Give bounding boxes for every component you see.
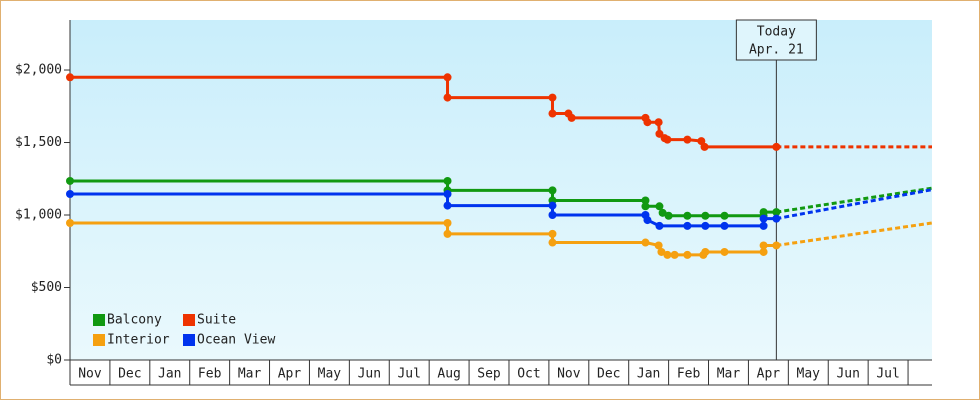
- point: [720, 211, 729, 220]
- point: [663, 250, 672, 259]
- point: [443, 176, 452, 185]
- point: [643, 216, 652, 225]
- point: [772, 142, 781, 151]
- point: [548, 229, 557, 238]
- point: [655, 202, 664, 211]
- legend-label: Balcony: [107, 313, 162, 328]
- legend-label: Suite: [197, 313, 236, 328]
- legend-swatch: [183, 334, 195, 346]
- point: [759, 247, 768, 256]
- legend-swatch: [183, 314, 195, 326]
- x-tick-label: Jan: [637, 367, 660, 382]
- point: [759, 221, 768, 230]
- x-tick-label: Nov: [557, 367, 581, 382]
- point: [683, 221, 692, 230]
- y-tick-label: $1,000: [15, 208, 62, 223]
- point: [772, 208, 781, 217]
- point: [658, 208, 667, 217]
- x-tick-label: Feb: [198, 367, 222, 382]
- x-tick-label: Jan: [158, 367, 181, 382]
- legend-swatch: [93, 334, 105, 346]
- point: [772, 241, 781, 250]
- point: [654, 118, 663, 127]
- x-tick-label: Oct: [517, 367, 540, 382]
- point: [641, 202, 650, 211]
- point: [701, 221, 710, 230]
- point: [700, 142, 709, 151]
- x-tick-label: Mar: [238, 367, 262, 382]
- point: [643, 118, 652, 127]
- legend-label: Ocean View: [197, 333, 275, 348]
- point: [443, 201, 452, 210]
- x-tick-label: Nov: [78, 367, 102, 382]
- point: [548, 93, 557, 102]
- x-tick-label: Feb: [677, 367, 701, 382]
- today-box: [735, 19, 817, 61]
- point: [683, 135, 692, 144]
- x-tick-label: Jun: [836, 367, 859, 382]
- point: [701, 247, 710, 256]
- point: [683, 250, 692, 259]
- x-tick-label: Aug: [437, 367, 460, 382]
- point: [664, 211, 673, 220]
- x-tick-label: Jul: [876, 367, 899, 382]
- y-tick-label: $2,000: [15, 63, 62, 78]
- point: [66, 189, 74, 198]
- point: [548, 109, 557, 118]
- point: [66, 73, 74, 82]
- point: [772, 214, 781, 223]
- x-tick-label: Mar: [717, 367, 741, 382]
- x-tick-label: Jul: [397, 367, 420, 382]
- forecast-line: [776, 188, 933, 221]
- x-tick-label: Jun: [358, 367, 381, 382]
- point: [443, 93, 452, 102]
- point: [641, 196, 650, 205]
- y-tick-label: $500: [31, 280, 62, 295]
- point: [657, 247, 666, 256]
- x-tick-label: Dec: [597, 367, 620, 382]
- y-tick-label: $0: [46, 353, 62, 368]
- point: [759, 208, 768, 217]
- x-tick-label: Sep: [477, 367, 501, 382]
- point: [548, 201, 557, 210]
- point: [548, 186, 557, 195]
- x-tick-label: Dec: [118, 367, 141, 382]
- point: [720, 247, 729, 256]
- point: [720, 221, 729, 230]
- point: [548, 211, 557, 220]
- point: [655, 221, 664, 230]
- point: [567, 113, 576, 122]
- point: [683, 211, 692, 220]
- forecast-line: [776, 186, 933, 214]
- point: [443, 73, 452, 82]
- today-label: Apr. 21: [749, 43, 804, 58]
- x-tick-label: Apr: [278, 367, 302, 382]
- point: [670, 250, 679, 259]
- legend-label: Interior: [107, 333, 170, 348]
- y-tick-label: $1,500: [15, 135, 62, 150]
- point: [443, 229, 452, 238]
- forecast-line: [776, 221, 933, 247]
- x-tick-label: May: [797, 367, 821, 382]
- x-tick-label: Apr: [757, 367, 781, 382]
- point: [641, 238, 650, 247]
- point: [548, 238, 557, 247]
- legend-swatch: [93, 314, 105, 326]
- point: [443, 189, 452, 198]
- point: [701, 211, 710, 220]
- point: [66, 218, 74, 227]
- series-line: [70, 192, 777, 228]
- point: [654, 241, 663, 250]
- x-tick-label: May: [318, 367, 342, 382]
- point: [443, 218, 452, 227]
- point: [759, 241, 768, 250]
- point: [759, 214, 768, 223]
- point: [66, 176, 74, 185]
- today-label: Today: [757, 25, 796, 40]
- point: [663, 135, 672, 144]
